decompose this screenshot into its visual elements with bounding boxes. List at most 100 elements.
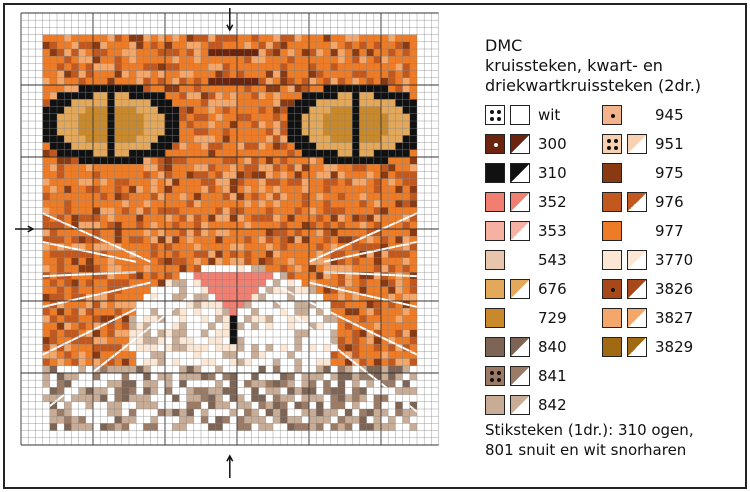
stitch-cell — [93, 200, 101, 208]
stitch-cell — [114, 41, 122, 49]
stitch-cell — [280, 121, 288, 129]
stitch-cell — [402, 236, 410, 244]
stitch-cell — [93, 221, 101, 229]
stitch-cell — [222, 265, 230, 273]
stitch-cell — [301, 207, 309, 215]
stitch-cell — [251, 135, 259, 143]
stitch-cell — [85, 265, 93, 273]
stitch-cell — [49, 63, 57, 71]
stitch-cell — [395, 293, 403, 301]
stitch-cell — [64, 49, 72, 57]
stitch-cell — [150, 272, 158, 280]
stitch-cell — [323, 358, 331, 366]
stitch-cell — [114, 337, 122, 345]
stitch-cell — [57, 178, 65, 186]
stitch-cell — [373, 322, 381, 330]
stitch-cell — [71, 128, 79, 136]
stitch-cell — [93, 92, 101, 100]
stitch-cell — [337, 63, 345, 71]
stitch-cell — [121, 279, 129, 287]
stitch-cell — [64, 214, 72, 222]
stitch-cell — [71, 401, 79, 409]
stitch-cell — [201, 265, 209, 273]
stitch-cell — [409, 243, 417, 251]
stitch-cell — [337, 221, 345, 229]
stitch-cell — [395, 34, 403, 42]
whisker-line — [15, 271, 137, 279]
stitch-cell — [381, 70, 389, 78]
stitch-cell — [229, 337, 237, 345]
stitch-cell — [366, 185, 374, 193]
stitch-cell — [193, 416, 201, 424]
stitch-cell — [165, 250, 173, 258]
stitch-cell — [301, 121, 309, 129]
stitch-cell — [107, 250, 115, 258]
stitch-cell — [229, 135, 237, 143]
stitch-cell — [215, 243, 223, 251]
stitch-cell — [395, 257, 403, 265]
stitch-cell — [381, 99, 389, 107]
stitch-cell — [330, 337, 338, 345]
stitch-cell — [150, 409, 158, 417]
stitch-cell — [143, 272, 151, 280]
stitch-cell — [237, 286, 245, 294]
stitch-cell — [359, 99, 367, 107]
stitch-cell — [64, 142, 72, 150]
stitch-cell — [64, 308, 72, 316]
stitch-cell — [150, 229, 158, 237]
stitch-cell — [222, 221, 230, 229]
stitch-cell — [345, 308, 353, 316]
stitch-cell — [345, 207, 353, 215]
stitch-cell — [157, 70, 165, 78]
stitch-cell — [129, 272, 137, 280]
stitch-cell — [330, 49, 338, 57]
stitch-cell — [309, 149, 317, 157]
stitch-cell — [42, 149, 50, 157]
stitch-cell — [373, 257, 381, 265]
stitch-cell — [107, 315, 115, 323]
stitch-cell — [165, 113, 173, 121]
stitch-cell — [244, 207, 252, 215]
stitch-cell — [215, 308, 223, 316]
stitch-cell — [71, 365, 79, 373]
stitch-cell — [193, 106, 201, 114]
stitch-cell — [301, 423, 309, 431]
stitch-cell — [309, 121, 317, 129]
stitch-cell — [136, 121, 144, 129]
stitch-cell — [287, 221, 295, 229]
stitch-cell — [251, 416, 259, 424]
legend-item-3829: 3829 — [602, 336, 693, 358]
stitch-cell — [85, 286, 93, 294]
stitch-cell — [208, 41, 216, 49]
stitch-cell — [287, 423, 295, 431]
stitch-cell — [388, 185, 396, 193]
stitch-cell — [251, 157, 259, 165]
stitch-cell — [373, 279, 381, 287]
stitch-cell — [78, 243, 86, 251]
stitch-cell — [179, 279, 187, 287]
stitch-cell — [330, 178, 338, 186]
stitch-cell — [273, 387, 281, 395]
stitch-cell — [222, 106, 230, 114]
stitch-cell — [309, 99, 317, 107]
stitch-cell — [388, 135, 396, 143]
stitch-cell — [71, 92, 79, 100]
stitch-cell — [309, 308, 317, 316]
stitch-cell — [237, 351, 245, 359]
stitch-cell — [222, 401, 230, 409]
stitch-cell — [157, 416, 165, 424]
stitch-cell — [381, 142, 389, 150]
stitch-cell — [330, 409, 338, 417]
stitch-cell — [157, 409, 165, 417]
stitch-cell — [229, 185, 237, 193]
stitch-cell — [330, 358, 338, 366]
stitch-cell — [85, 329, 93, 337]
stitch-cell — [373, 221, 381, 229]
stitch-cell — [251, 257, 259, 265]
stitch-cell — [222, 178, 230, 186]
stitch-cell — [280, 409, 288, 417]
stitch-cell — [237, 49, 245, 57]
stitch-cell — [186, 193, 194, 201]
stitch-cell — [150, 344, 158, 352]
stitch-cell — [172, 157, 180, 165]
